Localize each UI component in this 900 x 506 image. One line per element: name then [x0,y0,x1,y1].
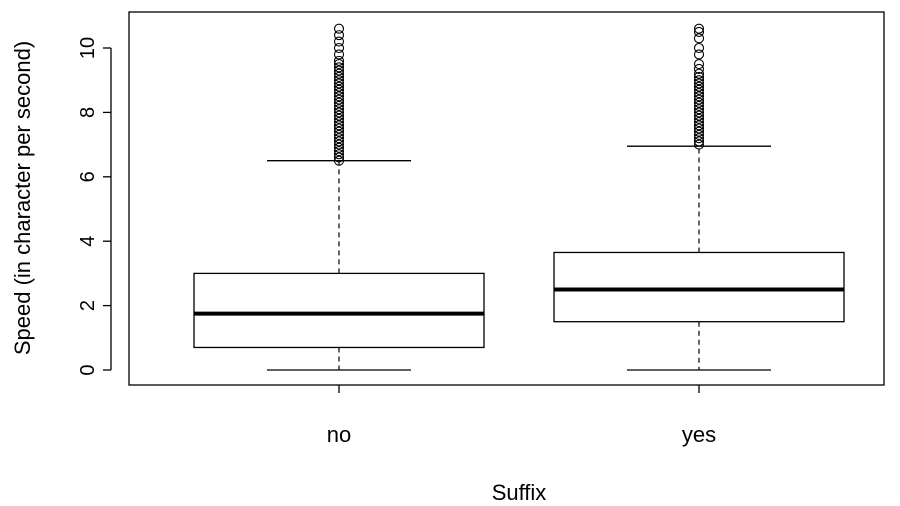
outlier-point [333,110,345,121]
y-tick-label: 10 [77,37,99,59]
outlier-point [693,33,705,44]
outlier-point [693,110,705,121]
outlier-point [693,126,705,137]
outlier-point [333,136,345,147]
outlier-point [333,71,345,83]
outlier-point [693,81,705,92]
outlier-point [693,139,705,150]
outlier-point [333,49,345,60]
outlier-point [693,136,705,147]
outlier-point [333,30,345,41]
y-axis-label: Speed (in character per second) [10,41,35,355]
outlier-point [693,100,705,112]
y-axis: 0 2 4 6 8 10 [77,37,112,376]
outlier-point [693,120,705,131]
outlier-point [693,42,705,54]
y-tick-label: 0 [77,364,99,375]
outlier-point [333,88,345,99]
outlier-point [333,78,345,89]
x-tick-label: no [327,422,351,447]
outlier-point [333,145,345,157]
outlier-point [333,123,345,134]
outlier-point [693,94,705,105]
outlier-point [333,23,345,34]
outlier-point [333,155,345,166]
outlier-point [333,142,345,153]
outlier-point [333,107,345,118]
outlier-point [693,26,705,37]
outlier-point [693,133,705,144]
y-tick-label: 4 [77,236,99,247]
box-group-no [193,23,485,371]
iqr-box [553,251,845,323]
outlier-point [333,149,345,160]
boxes-layer [193,23,845,371]
outlier-point [333,120,345,131]
y-tick-label: 8 [77,107,99,118]
outlier-point [333,139,345,150]
outlier-point [333,42,345,54]
outlier-point [693,117,705,128]
plot-frame [128,11,885,386]
box-group-yes [553,23,845,371]
outlier-point [693,84,705,95]
outlier-point [333,100,345,112]
iqr-box [193,272,485,349]
outlier-point [693,113,705,124]
outlier-point [333,68,345,79]
outlier-point [333,126,345,137]
outlier-point [333,129,345,140]
y-tick-label: 6 [77,171,99,182]
outlier-point [693,59,705,70]
outlier-point [693,91,705,102]
outlier-point [333,81,345,92]
x-tick-label: yes [682,422,716,447]
x-axis-label: Suffix [492,480,547,505]
outlier-point [693,88,705,99]
outlier-point [693,23,705,34]
outlier-point [333,94,345,105]
outlier-point [693,68,705,79]
outlier-point [333,62,345,73]
outlier-point [693,71,705,83]
outlier-point [693,75,705,86]
outlier-point [333,55,345,66]
outlier-point [333,117,345,128]
outlier-point [693,107,705,118]
outlier-point [693,49,705,60]
outlier-point [333,113,345,124]
outlier-point [693,78,705,89]
outlier-point [693,129,705,140]
outlier-point [333,84,345,95]
outlier-point [333,36,345,47]
y-tick-label: 2 [77,300,99,311]
outlier-point [333,65,345,76]
outlier-point [333,59,345,70]
outlier-point [333,97,345,108]
x-axis: no yes [327,385,716,447]
outlier-point [333,152,345,163]
outlier-point [693,63,705,74]
outlier-point [693,97,705,108]
outlier-point [333,104,345,115]
outlier-point [333,133,345,144]
outlier-point [333,75,345,86]
outlier-point [333,91,345,102]
outlier-point [693,123,705,134]
outlier-point [693,104,705,115]
